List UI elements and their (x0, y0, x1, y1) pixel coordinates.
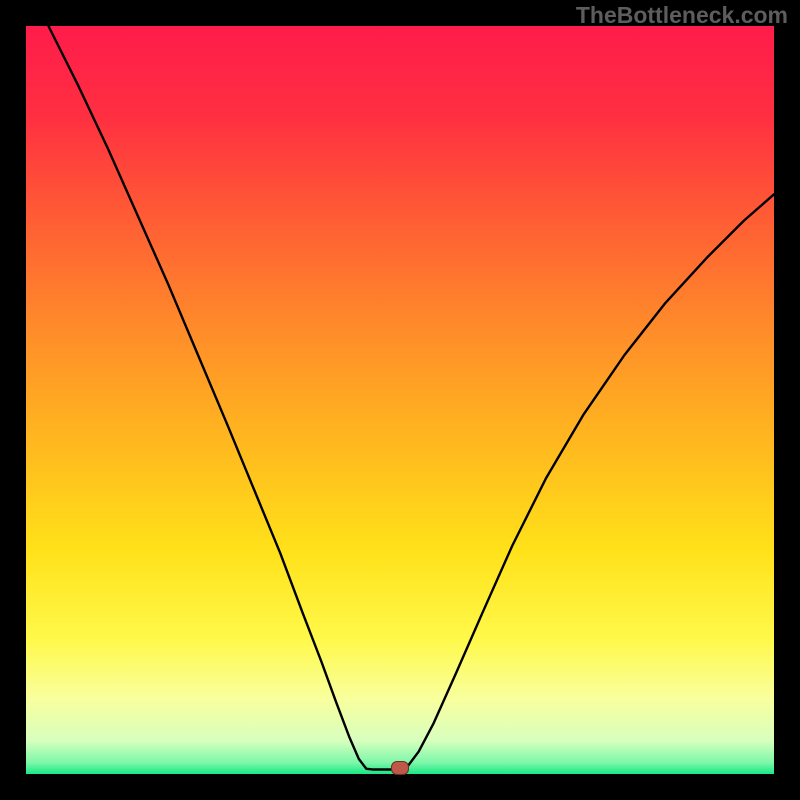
bottleneck-curve (26, 26, 774, 774)
watermark-text: TheBottleneck.com (576, 2, 788, 29)
chart-frame: TheBottleneck.com (0, 0, 800, 800)
curve-path (48, 26, 774, 770)
optimum-marker (391, 761, 409, 775)
plot-area (26, 26, 774, 774)
